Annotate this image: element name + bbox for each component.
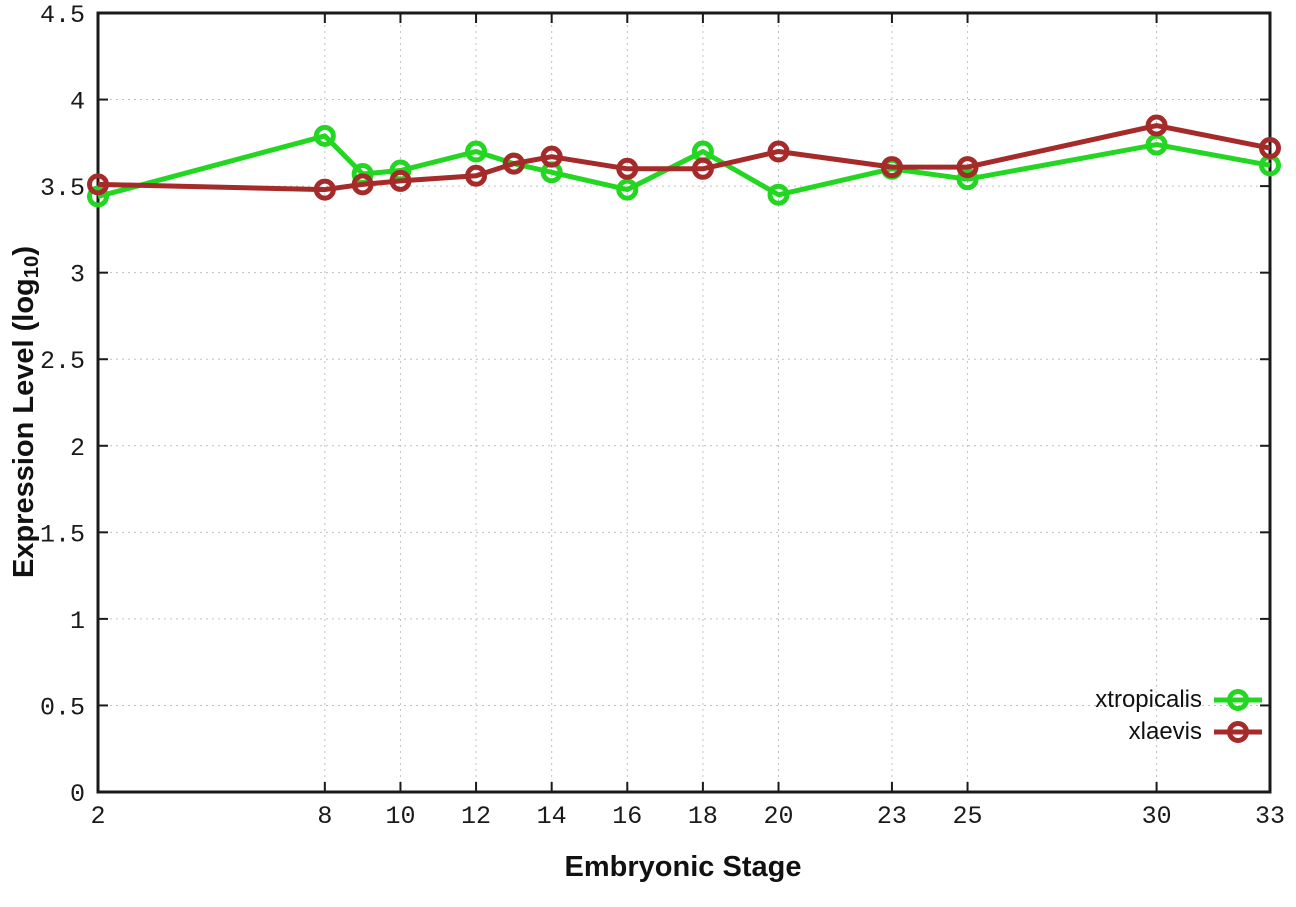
y-tick-label: 0 <box>70 780 85 809</box>
data-point-marker <box>1145 114 1168 137</box>
legend-item: xtropicalis <box>1095 684 1264 716</box>
x-tick-label: 14 <box>537 802 567 831</box>
x-tick-label: 12 <box>461 802 491 831</box>
y-tick-label: 2 <box>70 434 85 463</box>
data-point-marker <box>540 145 563 168</box>
x-tick-label: 16 <box>612 802 642 831</box>
data-point-marker <box>351 173 374 196</box>
legend-marker-xtropicalis <box>1214 689 1262 711</box>
data-point-marker <box>313 124 336 147</box>
tick-labels: 0 0.5 1 1.5 2 2.5 3 3.5 4 4.5 2 8 10 12 14 16 18 20 23 25 30… <box>40 1 1285 831</box>
data-point-marker <box>616 157 639 180</box>
y-axis-label-suffix: ) <box>8 246 40 256</box>
data-point-marker <box>1259 137 1281 160</box>
tick-marks <box>97 12 1271 793</box>
data-point-marker <box>616 178 639 201</box>
data-point-marker <box>691 157 714 180</box>
data-point-marker <box>313 178 336 201</box>
data-point-marker <box>767 140 790 163</box>
data-point-marker <box>880 156 903 179</box>
grid <box>97 12 1271 793</box>
y-tick-label: 4.5 <box>40 1 85 30</box>
x-tick-label: 33 <box>1255 802 1285 831</box>
x-tick-label: 2 <box>90 802 105 831</box>
y-tick-label: 4 <box>70 88 85 117</box>
y-tick-label: 2.5 <box>40 347 85 376</box>
data-point-marker <box>502 152 525 175</box>
series-xlaevis <box>87 114 1281 201</box>
x-axis-label: Embryonic Stage <box>564 851 802 883</box>
y-axis-label-text: Expression Level (log <box>8 278 40 578</box>
legend-label-xtropicalis: xtropicalis <box>1095 686 1202 713</box>
legend: xtropicalis xlaevis <box>1095 684 1264 748</box>
data-point-marker <box>956 168 979 191</box>
y-tick-label: 3.5 <box>40 174 85 203</box>
y-tick-label: 0.5 <box>40 693 85 722</box>
y-axis-label-subscript: 10 <box>21 255 44 279</box>
x-tick-label: 30 <box>1142 802 1172 831</box>
x-tick-label: 8 <box>317 802 332 831</box>
y-axis-label: Expression Level (log10) <box>8 187 44 637</box>
x-tick-label: 20 <box>764 802 794 831</box>
y-tick-label: 1 <box>70 607 85 636</box>
x-tick-label: 23 <box>877 802 907 831</box>
data-point-marker <box>956 156 979 179</box>
y-tick-label: 1.5 <box>40 520 85 549</box>
x-tick-label: 10 <box>385 802 415 831</box>
plot-border <box>96 11 1272 794</box>
data-point-marker <box>389 169 412 192</box>
legend-marker-xlaevis <box>1214 721 1262 743</box>
data-point-marker <box>767 183 790 206</box>
legend-item: xlaevis <box>1129 716 1264 748</box>
data-point-marker <box>465 140 488 163</box>
x-tick-label: 25 <box>953 802 983 831</box>
data-point-marker <box>87 185 109 208</box>
data-point-marker <box>465 164 488 187</box>
legend-label-xlaevis: xlaevis <box>1128 718 1202 745</box>
x-tick-label: 18 <box>688 802 718 831</box>
y-tick-label: 3 <box>70 261 85 290</box>
data-point-marker <box>87 173 109 196</box>
